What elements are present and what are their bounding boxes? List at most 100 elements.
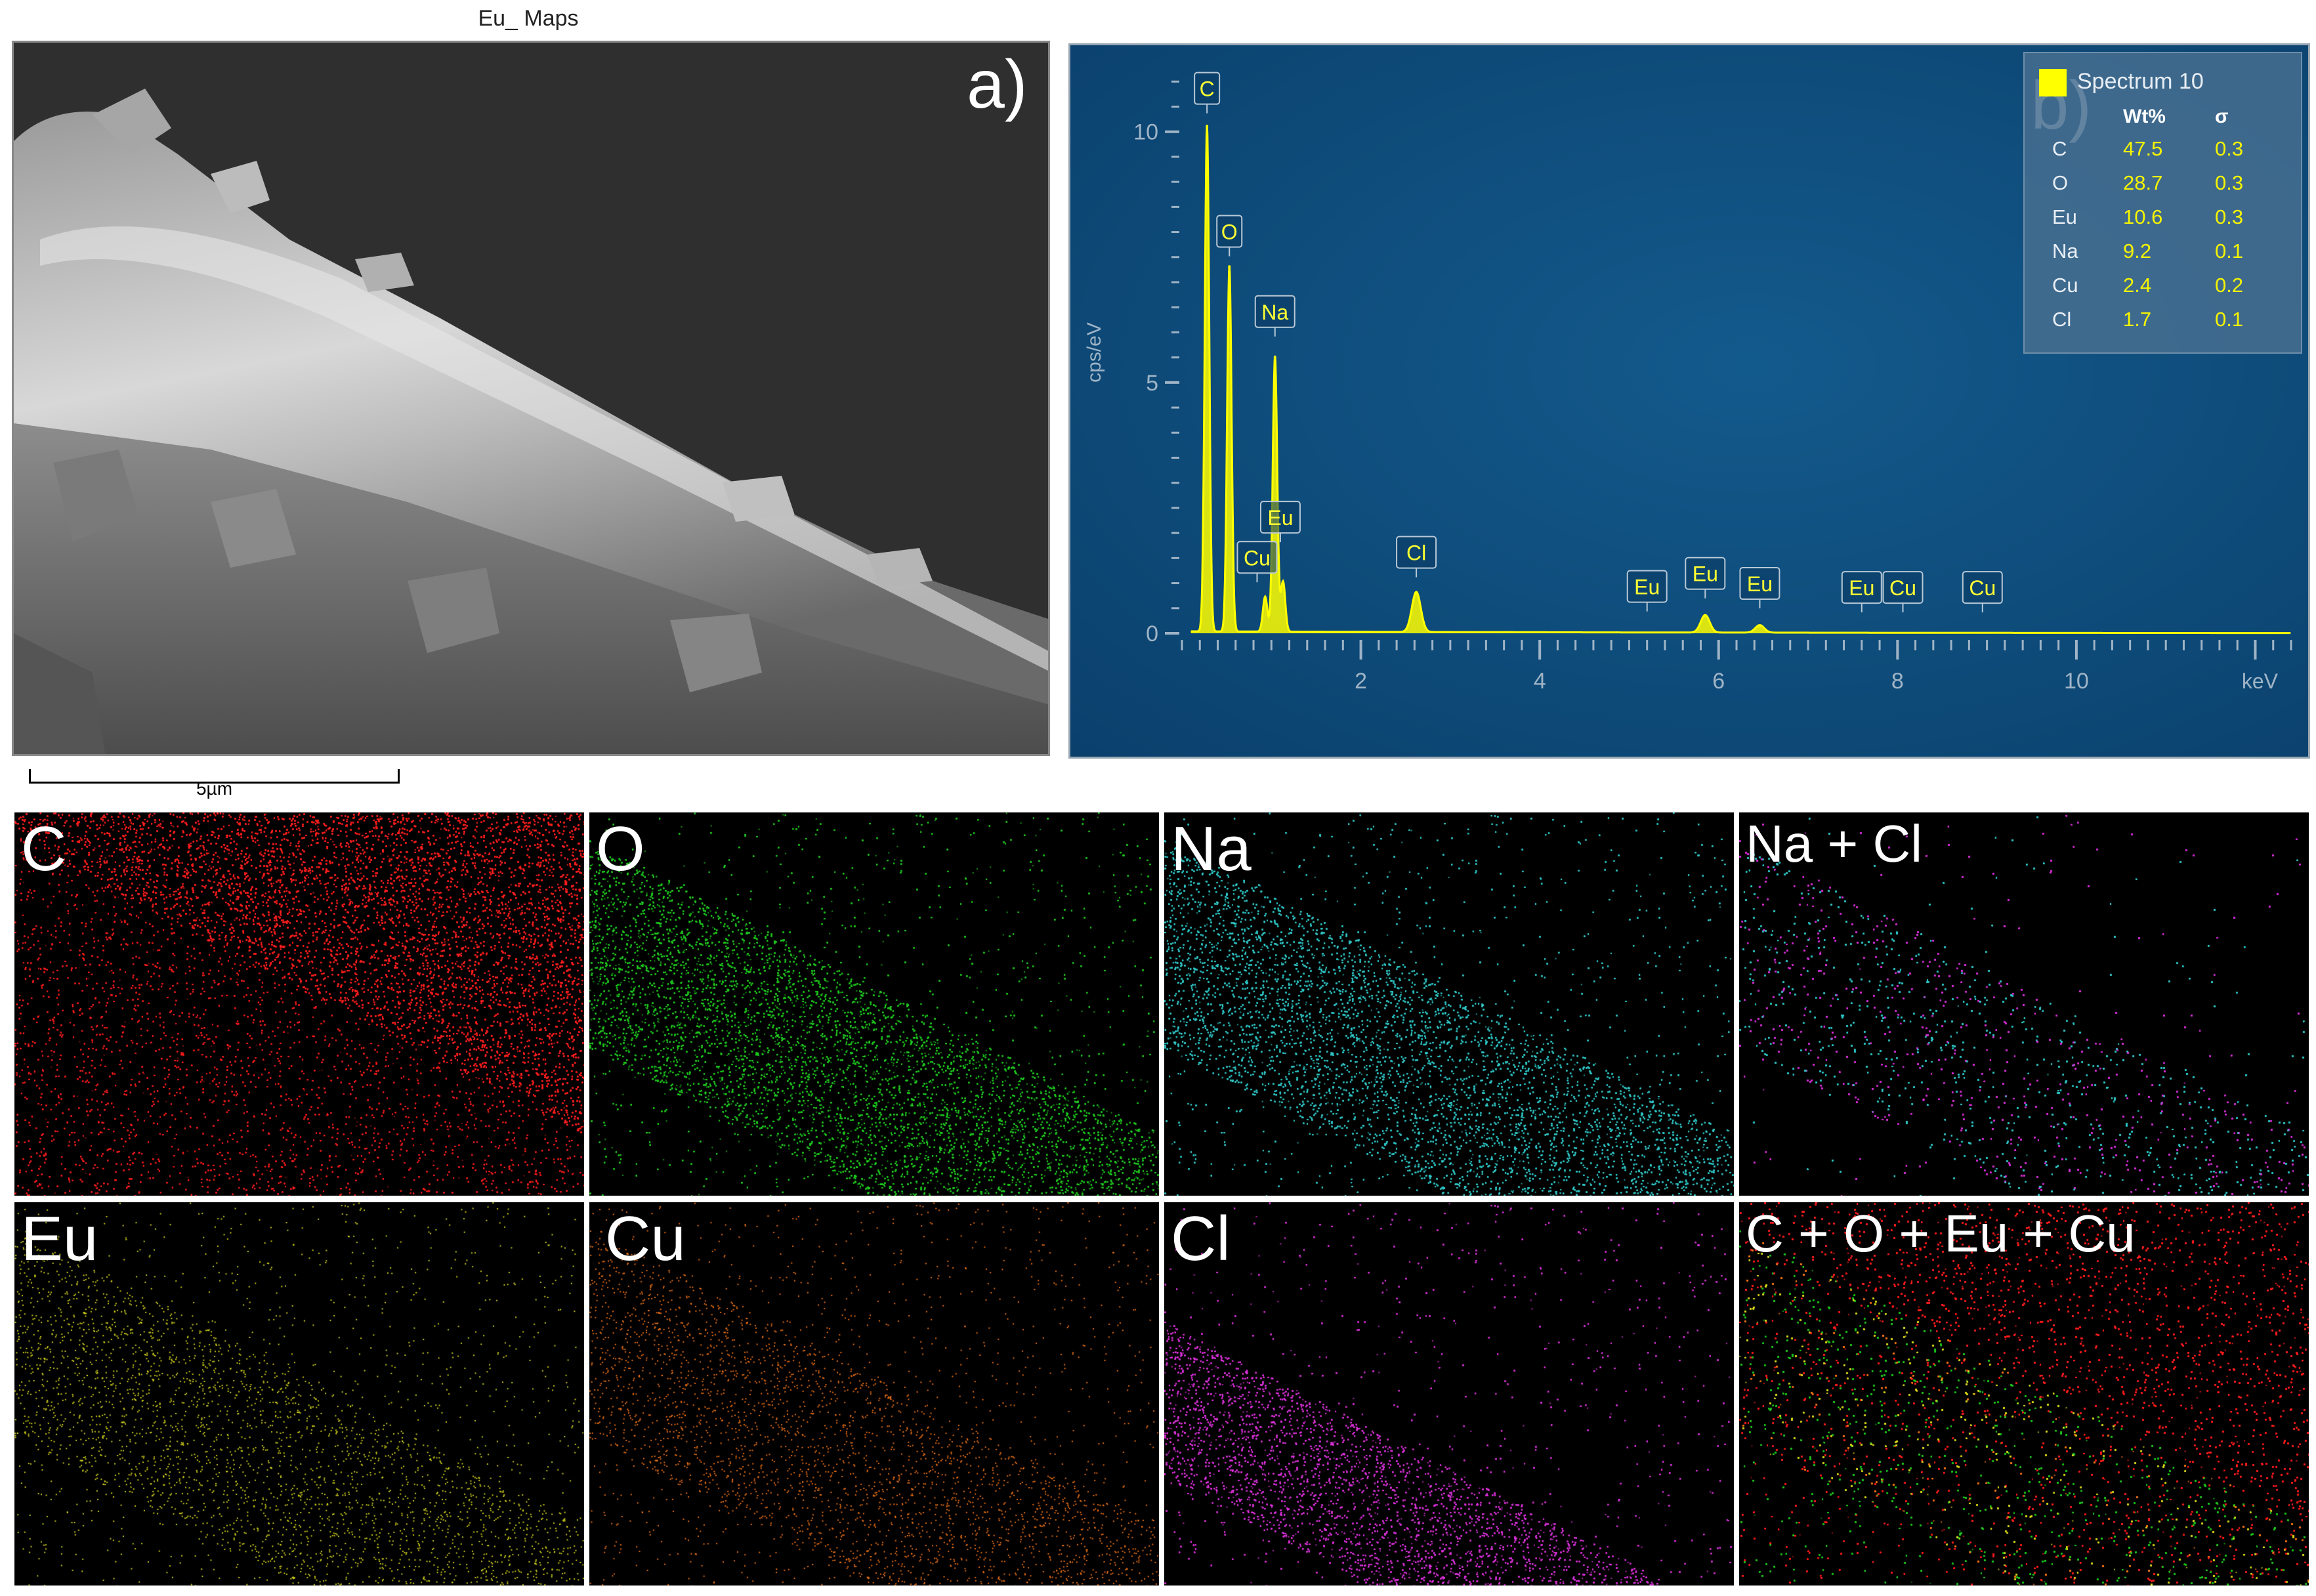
legend-wt: 9.2 [2123,240,2152,262]
spectrum-peak [1273,356,1276,359]
map-na-image [1164,812,1734,1196]
legend-sigma: 0.3 [2215,137,2244,160]
legend-row: Cl 1.7 0.1 [2025,308,2301,342]
x-tick-label: 4 [1534,669,1546,694]
svg-text:O: O [1221,220,1238,244]
peak-label: Eu [1841,571,1882,613]
legend-row: Cu 2.4 0.2 [2025,274,2301,308]
svg-text:Cl: Cl [1406,541,1426,565]
spectrum-line [1190,125,2291,635]
legend-swatch [2039,69,2067,96]
spectrum-legend: Spectrum 10 Wt% σ C 47.5 0.3 O 28.7 0.3 Eu 10… [2023,52,2302,354]
svg-text:Cu: Cu [1244,546,1271,570]
x-tick-label: 10 [2064,669,2089,694]
map-na-cl-image [1739,812,2309,1196]
peak-label: Eu [1739,567,1780,609]
map-c-o-eu-cu-image [1739,1202,2309,1586]
sem-fiber-drawing [14,43,1048,754]
map-c-o-eu-cu: C + O + Eu + Cu [1739,1202,2309,1586]
map-o-image [589,812,1159,1196]
peak-label: O [1216,215,1243,257]
legend-element: Cl [2052,308,2072,331]
y-tick-label: 5 [1146,371,1158,396]
spectrum-peak [1263,597,1267,600]
legend-wt: 28.7 [2123,171,2163,194]
map-o: O [589,812,1159,1196]
peak-label: Cl [1396,536,1437,578]
x-tick-label: 2 [1355,669,1367,694]
legend-element: Cu [2052,274,2078,297]
peak-label: Eu [1626,570,1668,612]
legend-element: O [2052,171,2069,194]
legend-series-name: Spectrum 10 [2077,69,2204,94]
legend-wt: 2.4 [2123,274,2152,297]
legend-wt: 1.7 [2123,308,2152,331]
legend-wt: 47.5 [2123,137,2163,160]
peak-label: C [1194,72,1221,114]
peak-label: Eu [1259,501,1301,543]
map-c-image [14,812,584,1196]
peak-label: Na [1254,295,1295,337]
spectrum-peak [1282,581,1285,585]
legend-header-sigma: σ [2215,106,2229,127]
legend-wt: 10.6 [2123,205,2163,228]
spectrum-peak [1415,591,1418,595]
svg-text:Eu: Eu [1693,562,1718,586]
map-cu-image [589,1202,1159,1586]
map-na: Na [1164,812,1734,1196]
peak-label: Cu [1236,541,1278,583]
map-cl: Cl [1164,1202,1734,1586]
legend-header-wt: Wt% [2123,106,2166,127]
legend-element: C [2052,137,2067,160]
svg-text:Cu: Cu [1969,576,1996,600]
scale-bar-label: 5µm [196,778,233,799]
element-maps-grid: C O Na Na + Cl Eu Cu Cl C + O + Eu + Cu [14,812,2310,1591]
y-tick-label: 0 [1146,621,1158,646]
legend-row: Eu 10.6 0.3 [2025,205,2301,240]
legend-sigma: 0.1 [2215,240,2244,262]
spectrum-peak [1704,614,1707,618]
figure-title: Eu_ Maps [478,6,579,31]
map-eu-label: Eu [21,1204,98,1274]
spectrum-peak [1206,125,1209,129]
map-cl-label: Cl [1171,1204,1231,1274]
map-c: C [14,812,584,1196]
legend-row: Na 9.2 0.1 [2025,240,2301,274]
svg-text:Eu: Eu [1747,572,1773,596]
map-cu: Cu [589,1202,1159,1586]
map-o-label: O [596,814,645,884]
map-c-label: C [21,814,67,884]
legend-sigma: 0.1 [2215,308,2244,331]
svg-text:C: C [1200,77,1215,101]
panel-a-letter: a) [967,47,1028,123]
scale-bar [29,769,400,784]
map-cl-image [1164,1202,1734,1586]
svg-text:Cu: Cu [1889,576,1916,600]
y-tick-label: 10 [1133,120,1158,145]
map-na-cl-label: Na + Cl [1746,814,1922,873]
map-na-cl: Na + Cl [1739,812,2309,1196]
legend-element: Eu [2052,205,2077,228]
x-axis-label: keV [2242,669,2279,693]
x-tick-label: 8 [1891,669,1904,694]
peak-label: Cu [1962,571,2003,613]
x-tick-label: 6 [1712,669,1725,694]
map-eu-image [14,1202,584,1586]
spectrum-peak [1758,624,1761,627]
eds-spectrum-chart: 0 5 10 cps/eV 2 4 6 8 10 keV C O Na Eu Cu Cl Eu Eu Eu Eu Cu… [1068,43,2310,759]
legend-sigma: 0.2 [2215,274,2244,297]
sem-image: a) [12,41,1050,756]
legend-row: C 47.5 0.3 [2025,137,2301,171]
map-eu: Eu [14,1202,584,1586]
legend-sigma: 0.3 [2215,205,2244,228]
spectrum-peak [1228,266,1231,269]
legend-row: O 28.7 0.3 [2025,171,2301,205]
map-na-label: Na [1171,814,1252,884]
svg-text:Eu: Eu [1849,576,1874,600]
legend-element: Na [2052,240,2078,262]
map-c-o-eu-cu-label: C + O + Eu + Cu [1746,1204,2136,1263]
svg-text:Eu: Eu [1267,506,1293,530]
peak-label: Eu [1685,556,1726,598]
peak-label: Cu [1882,571,1924,613]
svg-text:Na: Na [1261,301,1288,324]
